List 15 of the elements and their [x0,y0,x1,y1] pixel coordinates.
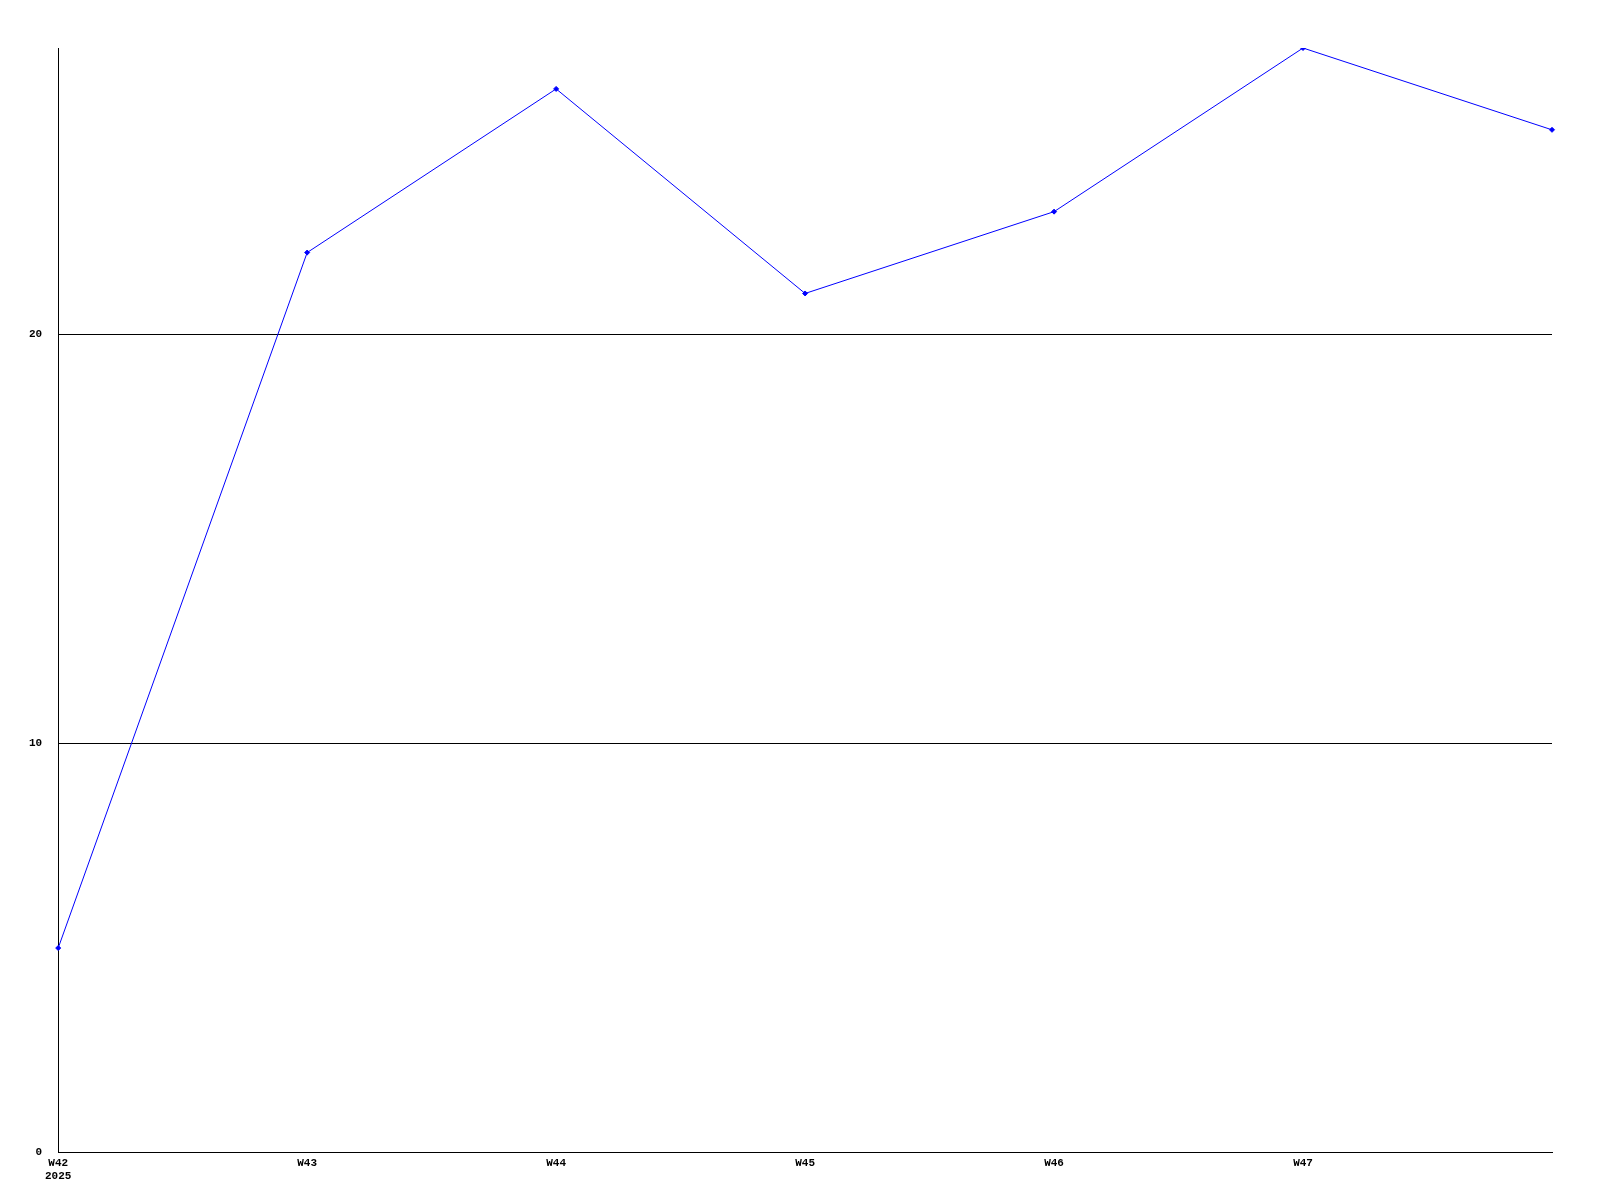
y-tick-label: 20 [29,328,43,341]
y-tick-label: 0 [35,1146,43,1159]
x-tick-label: W46 [1044,1156,1064,1169]
point [1051,208,1058,215]
point [802,290,809,297]
point [553,85,560,92]
y-tick-label: 10 [29,737,43,750]
x-tick-label: W44 [546,1156,567,1169]
x-tick-label: W45 [795,1156,816,1169]
x-tick-label: W47 [1293,1156,1313,1169]
point [304,249,311,256]
x-tick-label: W43 [297,1156,318,1169]
point [55,945,62,952]
point [1549,126,1555,133]
x-tick-label: W42 2025 [45,1156,72,1183]
